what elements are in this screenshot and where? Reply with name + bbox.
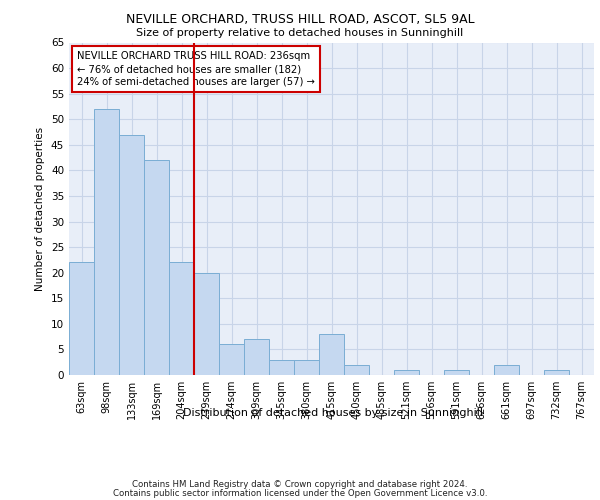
Bar — [394, 370, 419, 375]
Bar — [444, 370, 469, 375]
Text: Contains HM Land Registry data © Crown copyright and database right 2024.: Contains HM Land Registry data © Crown c… — [132, 480, 468, 489]
Bar — [244, 339, 269, 375]
Bar — [219, 344, 244, 375]
Bar — [94, 109, 119, 375]
Text: Size of property relative to detached houses in Sunninghill: Size of property relative to detached ho… — [136, 28, 464, 38]
Bar — [119, 134, 144, 375]
Text: NEVILLE ORCHARD, TRUSS HILL ROAD, ASCOT, SL5 9AL: NEVILLE ORCHARD, TRUSS HILL ROAD, ASCOT,… — [125, 12, 475, 26]
Bar — [544, 370, 569, 375]
Bar — [144, 160, 169, 375]
Bar — [194, 272, 219, 375]
Bar — [344, 365, 369, 375]
Text: Contains public sector information licensed under the Open Government Licence v3: Contains public sector information licen… — [113, 488, 487, 498]
Text: Distribution of detached houses by size in Sunninghill: Distribution of detached houses by size … — [183, 408, 483, 418]
Bar — [269, 360, 294, 375]
Text: NEVILLE ORCHARD TRUSS HILL ROAD: 236sqm
← 76% of detached houses are smaller (18: NEVILLE ORCHARD TRUSS HILL ROAD: 236sqm … — [77, 51, 315, 87]
Bar — [69, 262, 94, 375]
Bar — [319, 334, 344, 375]
Y-axis label: Number of detached properties: Number of detached properties — [35, 126, 46, 291]
Bar — [169, 262, 194, 375]
Bar — [294, 360, 319, 375]
Bar — [494, 365, 519, 375]
